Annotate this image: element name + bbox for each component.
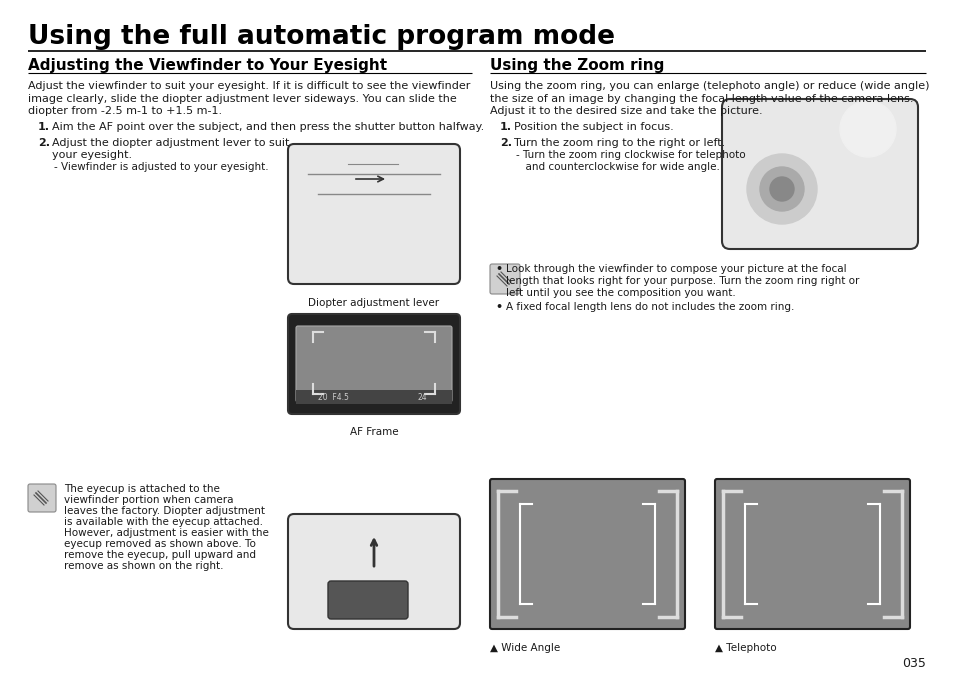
FancyBboxPatch shape xyxy=(28,484,56,512)
Text: eyecup removed as shown above. To: eyecup removed as shown above. To xyxy=(64,539,255,549)
Text: Diopter adjustment lever: Diopter adjustment lever xyxy=(308,298,439,308)
Circle shape xyxy=(760,167,803,211)
Text: leaves the factory. Diopter adjustment: leaves the factory. Diopter adjustment xyxy=(64,506,265,516)
Text: Adjust the viewfinder to suit your eyesight. If it is difficult to see the viewf: Adjust the viewfinder to suit your eyesi… xyxy=(28,81,470,91)
Text: Adjust the diopter adjustment lever to suit: Adjust the diopter adjustment lever to s… xyxy=(52,139,289,149)
Text: 1.: 1. xyxy=(38,122,50,132)
FancyBboxPatch shape xyxy=(328,581,408,619)
Text: Turn the zoom ring to the right or left.: Turn the zoom ring to the right or left. xyxy=(514,139,724,149)
Text: is available with the eyecup attached.: is available with the eyecup attached. xyxy=(64,517,263,527)
Circle shape xyxy=(840,101,895,157)
Text: remove as shown on the right.: remove as shown on the right. xyxy=(64,561,223,571)
Text: your eyesight.: your eyesight. xyxy=(52,151,132,160)
FancyBboxPatch shape xyxy=(490,264,519,294)
Text: AF Frame: AF Frame xyxy=(350,427,398,437)
Text: diopter from -2.5 m-1 to +1.5 m-1.: diopter from -2.5 m-1 to +1.5 m-1. xyxy=(28,106,222,116)
Circle shape xyxy=(746,154,816,224)
Text: ▲ Wide Angle: ▲ Wide Angle xyxy=(490,643,559,653)
FancyBboxPatch shape xyxy=(721,99,917,249)
Text: Aim the AF point over the subject, and then press the shutter button halfway.: Aim the AF point over the subject, and t… xyxy=(52,122,484,132)
Text: remove the eyecup, pull upward and: remove the eyecup, pull upward and xyxy=(64,550,255,560)
Text: Position the subject in focus.: Position the subject in focus. xyxy=(514,122,673,132)
Text: - Turn the zoom ring clockwise for telephoto: - Turn the zoom ring clockwise for telep… xyxy=(516,151,745,160)
Text: image clearly, slide the diopter adjustment lever sideways. You can slide the: image clearly, slide the diopter adjustm… xyxy=(28,94,456,103)
Text: 1.: 1. xyxy=(499,122,512,132)
FancyBboxPatch shape xyxy=(714,479,909,629)
FancyBboxPatch shape xyxy=(295,326,452,402)
Text: - Viewfinder is adjusted to your eyesight.: - Viewfinder is adjusted to your eyesigh… xyxy=(54,162,269,172)
FancyBboxPatch shape xyxy=(288,144,459,284)
Text: 20  F4.5: 20 F4.5 xyxy=(317,393,349,402)
Text: •: • xyxy=(495,264,501,274)
Circle shape xyxy=(769,177,793,201)
Text: 2.: 2. xyxy=(499,139,512,149)
Text: left until you see the composition you want.: left until you see the composition you w… xyxy=(505,288,735,298)
Text: length that looks right for your purpose. Turn the zoom ring right or: length that looks right for your purpose… xyxy=(505,276,859,286)
Text: the size of an image by changing the focal length value of the camera lens.: the size of an image by changing the foc… xyxy=(490,94,913,103)
FancyBboxPatch shape xyxy=(288,514,459,629)
FancyBboxPatch shape xyxy=(490,479,684,629)
Text: Using the zoom ring, you can enlarge (telephoto angle) or reduce (wide angle): Using the zoom ring, you can enlarge (te… xyxy=(490,81,928,91)
Text: 24: 24 xyxy=(417,393,427,402)
Text: viewfinder portion when camera: viewfinder portion when camera xyxy=(64,495,233,505)
Text: •: • xyxy=(495,302,501,312)
FancyBboxPatch shape xyxy=(295,390,452,404)
Text: The eyecup is attached to the: The eyecup is attached to the xyxy=(64,484,219,494)
Text: ▲ Telephoto: ▲ Telephoto xyxy=(714,643,776,653)
Text: Adjust it to the desired size and take the picture.: Adjust it to the desired size and take t… xyxy=(490,106,761,116)
FancyBboxPatch shape xyxy=(288,314,459,414)
Text: Look through the viewfinder to compose your picture at the focal: Look through the viewfinder to compose y… xyxy=(505,264,845,274)
Text: 2.: 2. xyxy=(38,139,50,149)
Text: 035: 035 xyxy=(902,657,925,670)
Text: Using the full automatic program mode: Using the full automatic program mode xyxy=(28,24,615,50)
Text: Adjusting the Viewfinder to Your Eyesight: Adjusting the Viewfinder to Your Eyesigh… xyxy=(28,58,387,73)
Text: A fixed focal length lens do not includes the zoom ring.: A fixed focal length lens do not include… xyxy=(505,302,794,312)
Text: Using the Zoom ring: Using the Zoom ring xyxy=(490,58,663,73)
Text: and counterclockwise for wide angle.: and counterclockwise for wide angle. xyxy=(518,162,720,172)
Text: However, adjustment is easier with the: However, adjustment is easier with the xyxy=(64,528,269,538)
